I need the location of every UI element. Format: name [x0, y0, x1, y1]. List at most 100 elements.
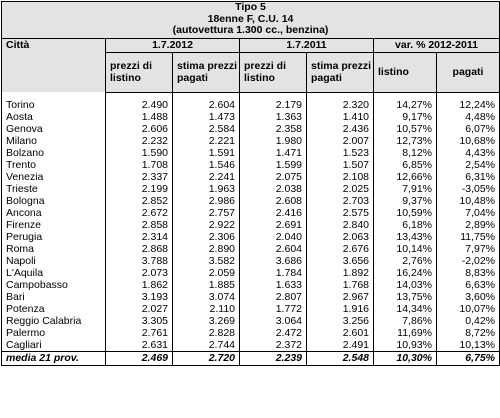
- var-paid-cell: 4,48%: [435, 110, 500, 123]
- est-price-2011-cell: 1.523: [306, 146, 374, 159]
- header-list-price-2012-l1: prezzi di: [110, 60, 153, 72]
- est-price-2011-cell: 1.507: [306, 158, 374, 171]
- var-list-cell: 13,75%: [373, 290, 437, 303]
- est-price-2012-cell: 1.546: [172, 158, 240, 171]
- table-row: Torino 2.490 2.604 2.179 2.320 14,27% 12,24%: [1, 98, 500, 111]
- title-row-2: 18enne F, C.U. 14: [0, 13, 500, 25]
- est-price-2012-cell: 1.473: [172, 110, 240, 123]
- est-price-2012-cell: 2.922: [172, 218, 240, 231]
- list-price-2011-cell: 1.784: [239, 266, 307, 279]
- list-price-2011-cell: 1.471: [239, 146, 307, 159]
- header-est-price-2012: stima prezzi pagati: [172, 51, 240, 92]
- city-cell: Bologna: [1, 194, 106, 207]
- var-paid-cell: 10,68%: [435, 134, 500, 147]
- city-cell: Palermo: [1, 326, 106, 339]
- average-row: media 21 prov. 2.469 2.720 2.239 2.548 10,30%…: [1, 350, 500, 366]
- list-price-2012-cell: 3.193: [105, 290, 173, 303]
- list-price-2011-cell: 2.075: [239, 170, 307, 183]
- list-price-2012-cell: 2.606: [105, 122, 173, 135]
- list-price-2011-cell: 2.179: [239, 98, 307, 111]
- list-price-2011-cell: 1.980: [239, 134, 307, 147]
- city-cell: Ancona: [1, 206, 106, 219]
- list-price-2012-cell: 2.073: [105, 266, 173, 279]
- table-row: Campobasso 1.862 1.885 1.633 1.768 14,03% 6,63…: [1, 278, 500, 291]
- average-city-cell: media 21 prov.: [1, 350, 106, 366]
- header-est-price-2012-l1: stima prezzi: [177, 60, 238, 72]
- list-price-2012-cell: 2.868: [105, 242, 173, 255]
- average-var-paid-cell: 6,75%: [435, 350, 500, 366]
- var-list-cell: 13,43%: [373, 230, 437, 243]
- list-price-2011-cell: 2.604: [239, 242, 307, 255]
- header-est-price-2011-l2: pagati: [311, 72, 342, 84]
- est-price-2011-cell: 2.320: [306, 98, 374, 111]
- est-price-2011-cell: 2.063: [306, 230, 374, 243]
- var-list-cell: 10,14%: [373, 242, 437, 255]
- est-price-2011-cell: 2.007: [306, 134, 374, 147]
- list-price-2011-cell: 2.691: [239, 218, 307, 231]
- var-list-cell: 14,27%: [373, 98, 437, 111]
- est-price-2012-cell: 2.241: [172, 170, 240, 183]
- list-price-2012-cell: 2.672: [105, 206, 173, 219]
- var-paid-cell: 7,97%: [435, 242, 500, 255]
- list-price-2012-cell: 2.027: [105, 302, 173, 315]
- var-paid-cell: 3,60%: [435, 290, 500, 303]
- city-cell: Genova: [1, 122, 106, 135]
- city-cell: Campobasso: [1, 278, 106, 291]
- var-list-cell: 11,69%: [373, 326, 437, 339]
- city-cell: Potenza: [1, 302, 106, 315]
- header-city-blank: [1, 52, 106, 92]
- var-list-cell: 10,57%: [373, 122, 437, 135]
- city-cell: Perugia: [1, 230, 106, 243]
- var-paid-cell: 2,89%: [435, 218, 500, 231]
- var-paid-cell: 10,07%: [435, 302, 500, 315]
- list-price-2011-cell: 2.608: [239, 194, 307, 207]
- city-cell: Milano: [1, 134, 106, 147]
- var-list-cell: 7,91%: [373, 182, 437, 195]
- list-price-2012-cell: 1.488: [105, 110, 173, 123]
- est-price-2011-cell: 1.768: [306, 278, 374, 291]
- table-row: Bari 3.193 3.074 2.807 2.967 13,75% 3,60%: [1, 290, 500, 303]
- est-price-2012-cell: 2.757: [172, 206, 240, 219]
- list-price-2011-cell: 2.372: [239, 338, 307, 351]
- est-price-2011-cell: 1.916: [306, 302, 374, 315]
- list-price-2012-cell: 2.631: [105, 338, 173, 351]
- average-est-price-2011-cell: 2.548: [306, 350, 374, 366]
- city-cell: Aosta: [1, 110, 106, 123]
- list-price-2012-cell: 1.590: [105, 146, 173, 159]
- est-price-2011-cell: 2.601: [306, 326, 374, 339]
- list-price-2011-cell: 1.363: [239, 110, 307, 123]
- list-price-2012-cell: 3.305: [105, 314, 173, 327]
- var-list-cell: 14,03%: [373, 278, 437, 291]
- table-row: L'Aquila 2.073 2.059 1.784 1.892 16,24% 8,83%: [1, 266, 500, 279]
- var-paid-cell: 6,31%: [435, 170, 500, 183]
- var-paid-cell: 8,72%: [435, 326, 500, 339]
- var-list-cell: 2,76%: [373, 254, 437, 267]
- table-row: Palermo 2.761 2.828 2.472 2.601 11,69% 8,72%: [1, 326, 500, 339]
- header-est-price-2011: stima prezzi pagati: [306, 51, 374, 92]
- table-row: Perugia 2.314 2.306 2.040 2.063 13,43% 11,75%: [1, 230, 500, 243]
- est-price-2011-cell: 2.703: [306, 194, 374, 207]
- est-price-2011-cell: 2.676: [306, 242, 374, 255]
- est-price-2011-cell: 2.840: [306, 218, 374, 231]
- var-list-cell: 10,93%: [373, 338, 437, 351]
- var-list-cell: 12,66%: [373, 170, 437, 183]
- list-price-2012-cell: 2.490: [105, 98, 173, 111]
- city-cell: Cagliari: [1, 338, 106, 351]
- var-paid-cell: 6,63%: [435, 278, 500, 291]
- est-price-2012-cell: 2.604: [172, 98, 240, 111]
- est-price-2011-cell: 2.025: [306, 182, 374, 195]
- average-list-price-2012-cell: 2.469: [105, 350, 173, 366]
- table-row: Cagliari 2.631 2.744 2.372 2.491 10,93% 10,13%: [1, 338, 500, 351]
- table-subtitle: 18enne F, C.U. 14: [0, 13, 500, 25]
- average-est-price-2012-cell: 2.720: [172, 350, 240, 366]
- list-price-2012-cell: 2.337: [105, 170, 173, 183]
- spacer-cell: [435, 91, 500, 99]
- table-row: Firenze 2.858 2.922 2.691 2.840 6,18% 2,89%: [1, 218, 500, 231]
- est-price-2012-cell: 1.885: [172, 278, 240, 291]
- header-list-price-2012-l2: listino: [110, 72, 141, 84]
- est-price-2011-cell: 1.892: [306, 266, 374, 279]
- est-price-2011-cell: 3.656: [306, 254, 374, 267]
- est-price-2011-cell: 2.436: [306, 122, 374, 135]
- var-list-cell: 12,73%: [373, 134, 437, 147]
